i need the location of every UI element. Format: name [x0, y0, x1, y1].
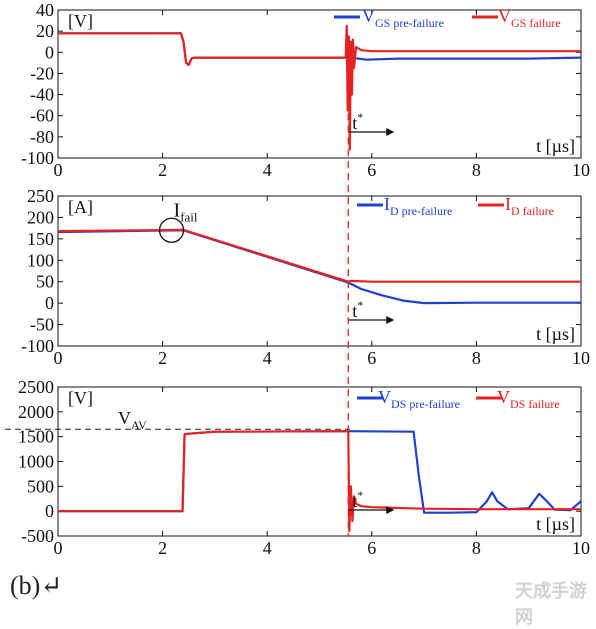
top-x-tick-label: 0: [54, 160, 63, 180]
top-y-tick-label: -100: [21, 148, 54, 168]
top-x-tick-label: 10: [572, 160, 590, 180]
bottom-x-tick-label: 10: [572, 538, 590, 558]
middle-t-star-arrowhead: [386, 316, 395, 324]
top-y-tick-label: -80: [30, 127, 54, 147]
bottom-x-tick-label: 4: [263, 538, 272, 558]
middle-y-tick-label: 250: [27, 186, 54, 206]
top-unit-label: [V]: [68, 11, 93, 31]
middle-legend-label: ID failure: [505, 194, 554, 218]
middle-y-tick-label: 150: [27, 229, 54, 249]
top-series-line-pre-failure: [58, 32, 582, 67]
top-t-star-label: t*: [352, 110, 363, 133]
middle-y-tick-label: 200: [27, 207, 54, 227]
top-y-tick-label: 20: [36, 21, 54, 41]
bottom-y-tick-label: 2500: [18, 377, 54, 397]
bottom-legend-label: VDS pre-failure: [378, 387, 460, 411]
bottom-y-tick-label: -500: [21, 526, 54, 546]
middle-y-tick-label: 50: [36, 272, 54, 292]
top-x-axis-label: t [µs]: [536, 136, 575, 156]
bottom-legend-label: VDS failure: [497, 387, 560, 411]
bottom-y-tick-label: 2000: [18, 402, 54, 422]
bottom-y-tick-label: 0: [45, 501, 54, 521]
bottom-x-tick-label: 0: [54, 538, 63, 558]
bottom-y-tick-label: 1000: [18, 452, 54, 472]
middle-annotation-label: Ifail: [174, 199, 198, 224]
figure-caption: (b)↵: [10, 571, 63, 600]
middle-y-tick-label: 0: [45, 293, 54, 313]
top-legend-label: VGS failure: [498, 6, 561, 30]
middle-x-tick-label: 4: [263, 348, 272, 368]
middle-legend-label: ID pre-failure: [384, 194, 452, 218]
middle-x-axis-label: t [µs]: [536, 324, 575, 344]
bottom-plot-frame: [57, 386, 582, 537]
middle-unit-label: [A]: [68, 197, 93, 217]
top-x-tick-label: 6: [367, 160, 376, 180]
bottom-x-tick-label: 8: [472, 538, 481, 558]
top-t-star-arrowhead: [386, 128, 395, 136]
bottom-unit-label: [V]: [68, 388, 93, 408]
middle-plot-frame: [57, 195, 582, 347]
middle-annotation-circle: [158, 217, 185, 243]
bottom-t-star-label: t*: [352, 488, 363, 511]
middle-x-tick-label: 0: [54, 348, 63, 368]
middle-y-tick-label: 100: [27, 250, 54, 270]
bottom-y-tick-label: 1500: [18, 427, 54, 447]
middle-series-line-pre-failure: [57, 229, 581, 305]
top-x-tick-label: 8: [472, 160, 481, 180]
bottom-x-tick-label: 6: [367, 538, 376, 558]
bottom-t-star-arrowhead: [386, 506, 395, 514]
top-y-tick-label: -40: [30, 85, 54, 105]
top-legend-label: VGS pre-failure: [362, 6, 444, 30]
top-x-tick-label: 4: [263, 160, 272, 180]
middle-y-tick-label: -50: [30, 315, 54, 335]
top-series-line-failure: [58, 24, 581, 151]
bottom-x-tick-label: 2: [158, 538, 167, 558]
middle-x-tick-label: 10: [572, 348, 590, 368]
watermark: 天成手游网: [515, 581, 587, 628]
middle-t-star-label: t*: [352, 298, 363, 321]
middle-y-tick-label: -100: [21, 336, 54, 356]
top-y-tick-label: 0: [45, 42, 54, 62]
middle-x-tick-label: 2: [158, 348, 167, 368]
bottom-series-line-failure: [58, 430, 581, 533]
bottom-reference-label: VAV: [118, 408, 147, 432]
top-y-tick-label: -20: [30, 63, 54, 83]
bottom-x-axis-label: t [µs]: [536, 514, 575, 534]
top-plot-frame: [57, 9, 582, 159]
middle-x-tick-label: 8: [472, 348, 481, 368]
bottom-series-line-pre-failure: [58, 430, 582, 514]
middle-x-tick-label: 6: [367, 348, 376, 368]
top-x-tick-label: 2: [158, 160, 167, 180]
top-y-tick-label: 40: [36, 0, 54, 20]
bottom-y-tick-label: 500: [27, 476, 54, 496]
middle-series-line-failure: [57, 228, 581, 283]
top-y-tick-label: -60: [30, 106, 54, 126]
